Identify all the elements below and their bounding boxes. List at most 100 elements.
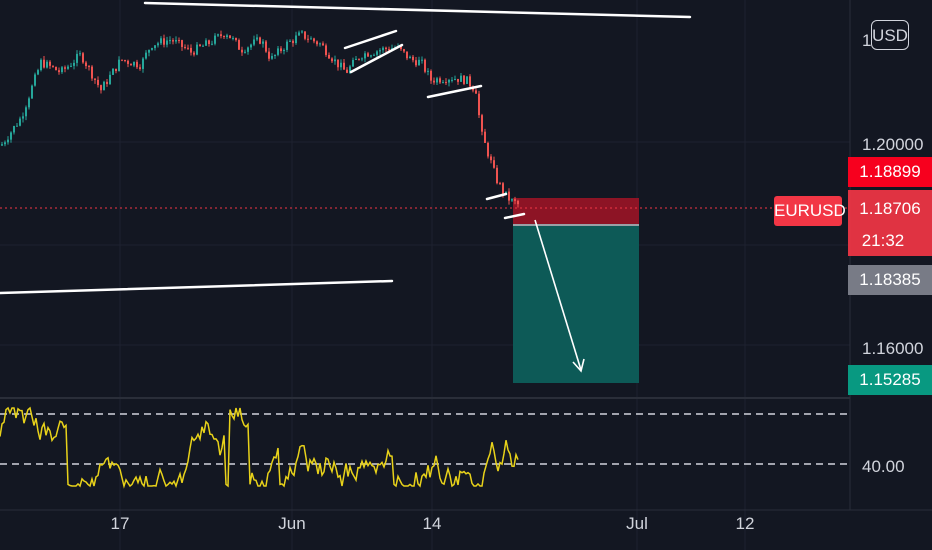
x-tick-12: 12: [736, 514, 755, 533]
candle-body: [247, 47, 249, 52]
currency-button[interactable]: USD: [871, 20, 909, 50]
candle-body: [106, 81, 108, 85]
candle-body: [1, 144, 3, 146]
candle-body: [139, 67, 141, 69]
candle-body: [307, 38, 309, 40]
candle-body: [217, 34, 219, 36]
candle-body: [442, 82, 444, 84]
candle-body: [187, 47, 189, 49]
candle-body: [241, 49, 243, 53]
candle-body: [352, 59, 354, 67]
candle-body: [406, 51, 408, 59]
candle-body: [385, 47, 387, 50]
candle-body: [466, 76, 468, 84]
candle-body: [421, 59, 423, 61]
candle-body: [361, 58, 363, 60]
candle-body: [415, 60, 417, 66]
candle-body: [373, 54, 375, 56]
projection-arrow[interactable]: [534, 219, 585, 373]
upper-trendline: [143, 1, 692, 19]
candle-body: [256, 37, 258, 40]
candle-body: [262, 41, 264, 44]
candle-body: [340, 62, 342, 68]
candle-body: [124, 59, 126, 61]
candle-body: [295, 35, 297, 44]
candle-body: [82, 53, 84, 63]
candle-body: [277, 48, 279, 55]
candle-body: [214, 35, 216, 44]
candle-body: [70, 65, 72, 67]
candle-body: [379, 50, 381, 52]
candle-body: [79, 53, 81, 55]
y-tick-1.16000: 1.16000: [862, 339, 923, 358]
candle-body: [253, 39, 255, 45]
candle-body: [181, 40, 183, 47]
candle-body: [166, 40, 168, 45]
candle-body: [22, 116, 24, 119]
candle-body: [169, 40, 171, 42]
take-profit-zone[interactable]: [513, 225, 639, 383]
candle-body: [49, 61, 51, 66]
candle-body: [409, 56, 411, 59]
candle-body: [514, 199, 516, 201]
candle-body: [325, 45, 327, 55]
candle-body: [130, 63, 132, 66]
lower-trendline: [0, 279, 394, 295]
candle-body: [37, 70, 39, 75]
candle-body: [301, 31, 303, 33]
trendlines[interactable]: [0, 1, 692, 295]
candle-body: [274, 54, 276, 57]
grid: [0, 0, 850, 550]
candle-body: [43, 59, 45, 68]
candle-body: [100, 85, 102, 91]
countdown-label: 21:32: [861, 231, 905, 250]
candle-body: [502, 183, 504, 194]
candle-body: [493, 160, 495, 168]
candle-body: [403, 49, 405, 52]
candle-body: [400, 46, 402, 50]
candle-body: [334, 59, 336, 62]
x-tick-jul: Jul: [626, 514, 648, 533]
symbol-label: EURUSD: [774, 196, 846, 226]
stop-loss-zone[interactable]: [513, 198, 639, 225]
candle-body: [28, 98, 30, 108]
candle-body: [418, 59, 420, 66]
candle-body: [331, 58, 333, 62]
flag-upper-line: [343, 29, 398, 50]
candle-body: [490, 156, 492, 161]
candle-body: [478, 93, 480, 116]
candle-body: [412, 56, 414, 61]
candle-body: [349, 66, 351, 73]
candle-body: [172, 40, 174, 42]
candle-body: [52, 65, 54, 67]
candle-body: [292, 40, 294, 44]
candle-body: [112, 68, 114, 75]
candle-body: [205, 40, 207, 46]
candle-body: [64, 67, 66, 69]
candle-body: [115, 68, 117, 72]
candle-body: [328, 54, 330, 59]
small-flag-line-2: [503, 212, 526, 220]
candle-body: [46, 61, 48, 68]
candle-body: [304, 31, 306, 39]
x-tick-14: 14: [423, 514, 442, 533]
candle-body: [469, 76, 471, 87]
candle-body: [382, 47, 384, 51]
candle-body: [94, 78, 96, 80]
candle-body: [55, 66, 57, 71]
candles: [1, 30, 519, 208]
candle-body: [280, 48, 282, 52]
candle-body: [175, 40, 177, 42]
candle-body: [184, 46, 186, 48]
candle-body: [178, 40, 180, 42]
candle-body: [289, 40, 291, 42]
candle-body: [76, 53, 78, 63]
candle-body: [127, 60, 129, 64]
candle-body: [91, 66, 93, 79]
target-price-label: 1.15285: [848, 365, 932, 395]
candle-body: [190, 47, 192, 53]
candle-body: [238, 40, 240, 50]
candle-body: [31, 85, 33, 99]
